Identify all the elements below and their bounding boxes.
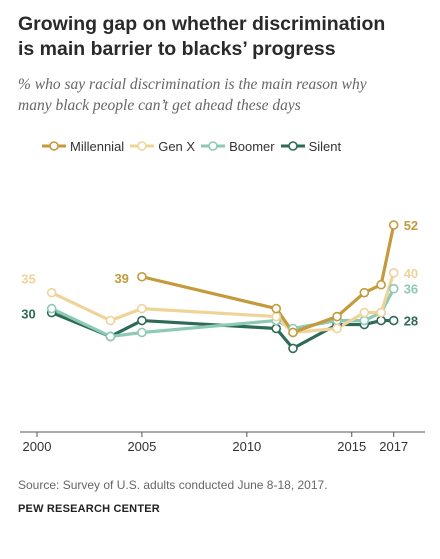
legend-label-gen-x: Gen X — [158, 138, 196, 154]
data-point-millennial-2 — [288, 327, 298, 338]
legend-swatch-gen-x — [130, 141, 155, 151]
legend-swatch-millennial — [42, 141, 66, 151]
data-point-gen-x-6 — [359, 307, 370, 318]
data-point-millennial-6 — [388, 220, 399, 230]
chart-legend: Millennial Gen X Boomer Silent — [42, 137, 347, 155]
data-point-silent-3 — [271, 323, 282, 334]
x-tick-label-2010: 2010 — [232, 439, 261, 454]
legend-item-gen-x: Gen X — [130, 139, 195, 154]
data-point-boomer-6 — [359, 315, 370, 326]
data-point-millennial-4 — [359, 287, 370, 298]
legend-label-millennial: Millennial — [70, 138, 125, 154]
data-point-gen-x-0 — [46, 287, 57, 298]
legend-swatch-marker-boomer — [208, 141, 218, 151]
line-chart: 2000 2005 2010 2015 2017 52 39 40 35 36 28 30 — [20, 218, 425, 454]
data-point-silent-4 — [288, 343, 298, 354]
data-point-silent-7 — [376, 315, 386, 326]
start-label-gen-x: 35 — [21, 272, 35, 287]
legend-swatch-marker-silent — [287, 141, 298, 151]
legend-label-boomer: Boomer — [229, 138, 275, 154]
legend-swatch-silent — [280, 141, 305, 151]
start-label-millennial: 39 — [114, 271, 128, 286]
data-point-millennial-0 — [137, 271, 147, 282]
legend-item-boomer: Boomer — [201, 139, 275, 154]
x-tick-label-2005: 2005 — [127, 439, 156, 454]
data-point-millennial-3 — [332, 311, 342, 322]
end-label-millennial: 52 — [404, 218, 418, 233]
data-point-millennial-5 — [376, 279, 386, 290]
data-point-gen-x-1 — [105, 315, 116, 326]
data-point-boomer-0 — [46, 303, 57, 314]
chart-title-line-1: Growing gap on whether discrimination — [18, 13, 386, 35]
data-point-silent-2 — [137, 315, 147, 326]
data-point-boomer-8 — [388, 283, 399, 294]
chart-title: Growing gap on whether discrimination is… — [18, 12, 428, 62]
end-label-silent: 28 — [404, 314, 418, 329]
source-note: Source: Survey of U.S. adults conducted … — [18, 478, 328, 492]
legend-swatch-marker-millennial — [49, 141, 59, 151]
end-label-gen-x: 40 — [404, 266, 418, 281]
x-tick-label-2017: 2017 — [379, 439, 408, 454]
x-tick-label-2015: 2015 — [337, 439, 366, 454]
brand-name: PEW RESEARCH CENTER — [18, 503, 160, 515]
chart-title-line-2: is main barrier to blacks’ progress — [18, 38, 336, 60]
data-point-gen-x-5 — [332, 323, 342, 334]
data-point-gen-x-8 — [388, 267, 399, 278]
chart-subtitle: % who say racial discrimination is the m… — [18, 74, 433, 116]
legend-swatch-marker-gen-x — [137, 141, 148, 151]
data-point-boomer-2 — [137, 327, 147, 338]
data-point-gen-x-7 — [376, 307, 386, 318]
end-label-boomer: 36 — [404, 282, 418, 297]
series-line-gen-x — [50, 271, 396, 335]
start-label-silent: 30 — [21, 307, 35, 322]
x-tick-label-2000: 2000 — [23, 439, 52, 454]
legend-label-silent: Silent — [308, 138, 342, 154]
legend-item-silent: Silent — [280, 138, 342, 154]
data-point-boomer-1 — [105, 331, 116, 342]
legend-item-millennial: Millennial — [42, 139, 124, 154]
chart-subtitle-line-2: many black people can’t get ahead these … — [18, 97, 301, 114]
data-point-millennial-1 — [271, 303, 282, 314]
data-point-silent-8 — [388, 315, 399, 326]
data-point-gen-x-2 — [137, 303, 147, 314]
legend-swatch-boomer — [201, 141, 226, 151]
data-point-gen-x-3 — [271, 311, 282, 322]
chart-subtitle-line-1: % who say racial discrimination is the m… — [18, 76, 367, 93]
